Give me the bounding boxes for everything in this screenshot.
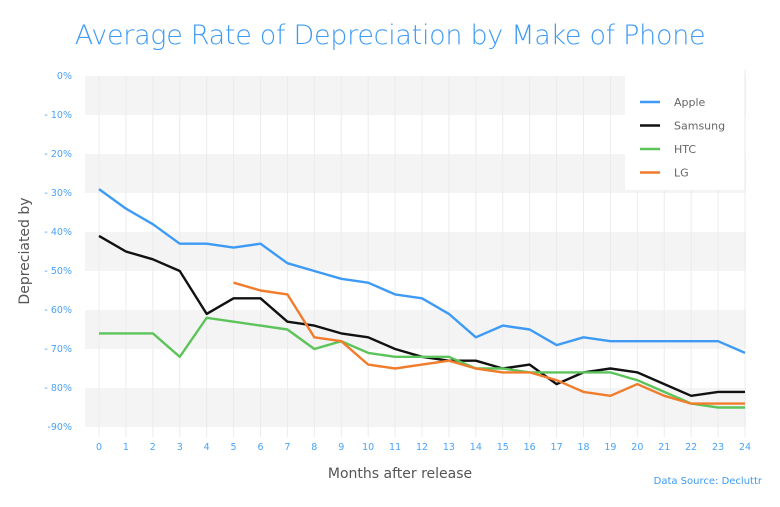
y-tick-label: - 50% (44, 266, 72, 277)
legend-label-lg: LG (674, 167, 689, 180)
x-tick-label: 3 (177, 442, 183, 453)
x-axis-label: Months after release (327, 466, 473, 482)
series-line-apple (98, 188, 746, 355)
x-tick-label: 8 (311, 442, 317, 453)
y-tick-label: -90% (47, 422, 72, 433)
y-tick-label: - 80% (44, 383, 72, 394)
y-tick-label: - 40% (44, 227, 72, 238)
x-tick-label: 9 (338, 442, 344, 453)
x-tick-label: 20 (631, 442, 643, 453)
x-tick-label: 18 (577, 442, 589, 453)
x-tick-label: 22 (685, 442, 697, 453)
y-tick-label: 0% (57, 71, 72, 82)
grid-band (85, 310, 746, 349)
chart-title: Average Rate of Depreciation by Make of … (74, 20, 706, 51)
x-tick-label: 23 (712, 442, 724, 453)
y-tick-label: - 70% (44, 344, 72, 355)
x-tick-label: 7 (284, 442, 290, 453)
series-line-lg (233, 281, 745, 405)
x-tick-label: 15 (497, 442, 509, 453)
x-tick-label: 12 (416, 442, 428, 453)
x-tick-label: 21 (658, 442, 670, 453)
legend-label-htc: HTC (674, 143, 696, 156)
legend-box (625, 70, 745, 190)
x-tick-label: 17 (551, 442, 563, 453)
legend-label-samsung: Samsung (674, 120, 725, 133)
x-tick-label: 1 (123, 442, 129, 453)
y-tick-label: - 30% (44, 188, 72, 199)
x-tick-label: 2 (150, 442, 156, 453)
legend-label-apple: Apple (674, 96, 706, 109)
y-tick-label: - 20% (44, 149, 72, 160)
x-tick-label: 24 (739, 442, 751, 453)
y-tick-label: - 10% (44, 110, 72, 121)
x-tick-label: 5 (231, 442, 237, 453)
x-tick-label: 6 (257, 442, 263, 453)
x-tick-label: 19 (604, 442, 616, 453)
x-tick-label: 10 (362, 442, 374, 453)
grid-band (85, 388, 746, 427)
data-source: Data Source: Decluttr (653, 476, 762, 487)
x-tick-label: 4 (204, 442, 210, 453)
x-tick-label: 13 (443, 442, 455, 453)
x-tick-label: 11 (389, 442, 401, 453)
grid-band (85, 232, 746, 271)
x-tick-label: 0 (96, 442, 102, 453)
series-line-htc (99, 316, 745, 409)
x-tick-label: 14 (470, 442, 482, 453)
x-tick-label: 16 (524, 442, 536, 453)
y-tick-label: - 60% (44, 305, 72, 316)
